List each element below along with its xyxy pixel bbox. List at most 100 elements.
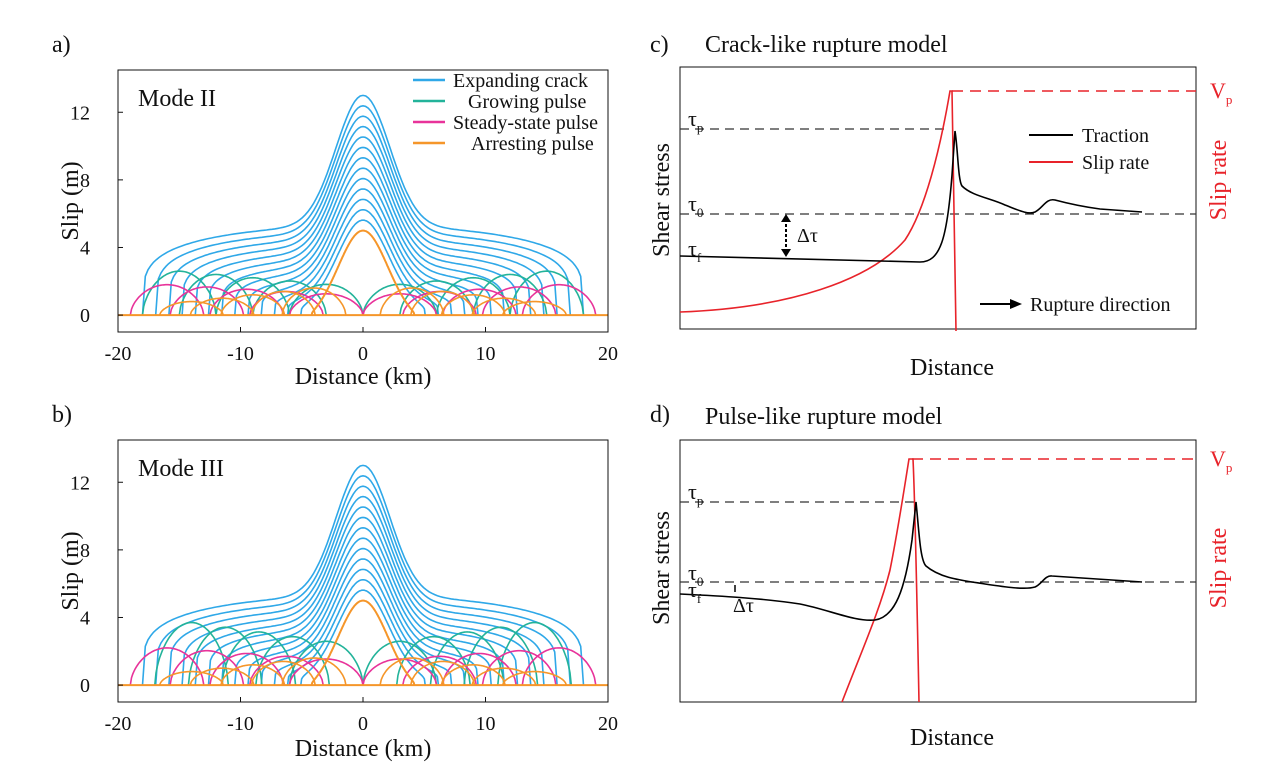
expanding-crack-curve [181, 495, 545, 686]
arresting-pulse-curve [250, 660, 316, 686]
growing-pulse-curve [221, 631, 297, 686]
growing-pulse-curve [178, 273, 254, 316]
panel-c-tau-f-label: τf [688, 236, 702, 265]
panel-d-xlabel: Distance [910, 725, 994, 751]
panel-d-label: d) [650, 402, 670, 428]
panel-d-delta-tau-label: Δτ [733, 595, 754, 617]
panel-c-xlabel: Distance [910, 355, 994, 381]
panel-a-mode-label: Mode II [138, 86, 216, 112]
steady-state-pulse-curve [129, 283, 205, 316]
arresting-pulse-curve [220, 664, 286, 686]
steady-state-pulse-curve [129, 647, 205, 686]
arresting-pulse-curve [281, 287, 347, 316]
expanding-crack-curve [300, 219, 426, 316]
x-tick-label: -10 [227, 343, 254, 365]
steady-state-pulse-curve [521, 647, 597, 686]
panel-b-mode-label: Mode III [138, 456, 224, 482]
panel-c-ylabel-left: Shear stress [649, 143, 675, 257]
legend-expanding-crack: Expanding crack [453, 70, 588, 92]
expanding-crack-curve [181, 125, 545, 316]
arresting-pulse-curve [158, 670, 225, 686]
steady-state-pulse-curve [441, 288, 517, 316]
panel-c-vp-label: Vp [1210, 78, 1232, 107]
arresting-pulse-curve [410, 290, 476, 316]
steady-state-pulse-curve [209, 288, 285, 316]
growing-pulse-curve [435, 276, 511, 316]
expanding-crack-curve [194, 136, 532, 316]
arresting-pulse-curve [440, 664, 506, 686]
panel-d-slip-rate-curve [841, 458, 920, 703]
expanding-crack-curve [207, 516, 519, 686]
y-tick-label: 12 [70, 472, 90, 494]
panel-a-curves [118, 94, 608, 317]
panel-c-ylabel-right: Slip rate [1206, 140, 1232, 221]
panel-a-x-ticks: -20 -10 0 10 20 [105, 327, 618, 365]
legend-arresting-pulse: Arresting pulse [471, 133, 594, 155]
expanding-crack-curve [260, 188, 466, 316]
panel-c-tau-0-label: τ0 [688, 191, 703, 220]
growing-pulse-curve [362, 640, 438, 686]
panel-c: c) Crack-like rupture model Δτ τp τ0 τf … [649, 32, 1232, 381]
y-tick-label: 0 [80, 675, 90, 697]
panel-d-title: Pulse-like rupture model [705, 404, 943, 430]
panel-d-frame [679, 439, 1197, 703]
panel-c-legend-slip-rate: Slip rate [1082, 152, 1149, 174]
panel-a-y-ticks: 0 4 8 12 [70, 102, 123, 327]
growing-pulse-curve [472, 273, 548, 316]
panel-c-label: c) [650, 32, 669, 58]
arresting-pulse-curve [471, 297, 537, 316]
panel-c-rupture-direction: Rupture direction [1030, 294, 1171, 316]
x-tick-label: 20 [598, 713, 618, 735]
y-tick-label: 4 [80, 237, 90, 259]
expanding-crack-curve [220, 526, 506, 686]
panel-b: b) Mode III 0 4 8 12 -20 -10 0 10 20 Distance (… [52, 402, 618, 762]
steady-state-pulse-curve [481, 649, 557, 686]
y-tick-label: 8 [80, 540, 90, 562]
arresting-pulse-curve [310, 599, 416, 686]
arresting-pulse-curve [281, 657, 347, 686]
panel-c-frame [679, 66, 1197, 330]
expanding-crack-curve [168, 485, 558, 686]
panel-b-label: b) [52, 402, 72, 428]
expanding-crack-curve [168, 115, 558, 316]
panel-d-tau-p-label: τp [688, 479, 703, 508]
expanding-crack-curve [260, 558, 466, 686]
panel-c-traction-curve [679, 130, 1143, 263]
panel-a-ylabel: Slip (m) [58, 161, 84, 240]
growing-pulse-curve [141, 270, 217, 316]
x-tick-label: 10 [476, 343, 496, 365]
x-tick-label: 10 [476, 713, 496, 735]
x-tick-label: -10 [227, 713, 254, 735]
growing-pulse-curve [429, 631, 505, 686]
legend-steady-state-pulse: Steady-state pulse [453, 112, 598, 134]
panel-d: d) Pulse-like rupture model Δτ τp τ0 τf … [649, 402, 1232, 751]
y-tick-label: 0 [80, 305, 90, 327]
arresting-pulse-curve [471, 667, 537, 686]
growing-pulse-curve [154, 621, 230, 686]
panel-d-ylabel-right: Slip rate [1206, 528, 1232, 609]
growing-pulse-curve [497, 621, 573, 686]
panel-b-xlabel: Distance (km) [295, 736, 432, 762]
expanding-crack-curve [154, 104, 572, 316]
panel-c-tau-p-label: τp [688, 106, 703, 135]
x-tick-label: 0 [358, 713, 368, 735]
x-tick-label: -20 [105, 713, 132, 735]
panel-c-title: Crack-like rupture model [705, 32, 948, 58]
panel-c-delta-arrow-down [781, 249, 791, 257]
expanding-crack-curve [154, 474, 572, 686]
panel-a-label: a) [52, 32, 71, 58]
arresting-pulse-curve [379, 287, 445, 316]
arresting-pulse-curve [220, 294, 286, 316]
arresting-pulse-curve [440, 294, 506, 316]
x-tick-label: 0 [358, 343, 368, 365]
panel-b-curves [118, 464, 608, 687]
panel-c-delta-arrow-up [781, 214, 791, 222]
steady-state-pulse-curve [169, 649, 245, 686]
y-tick-label: 4 [80, 607, 90, 629]
panel-d-vp-label: Vp [1210, 446, 1232, 475]
expanding-crack-curve [273, 198, 453, 316]
panel-a: a) Mode II 0 4 8 12 -20 -10 0 10 20 Distance (k… [52, 32, 618, 390]
panel-b-y-ticks: 0 4 8 12 [70, 472, 123, 697]
panel-c-rupture-arrow-head [1010, 299, 1022, 309]
panel-a-xlabel: Distance (km) [295, 364, 432, 390]
